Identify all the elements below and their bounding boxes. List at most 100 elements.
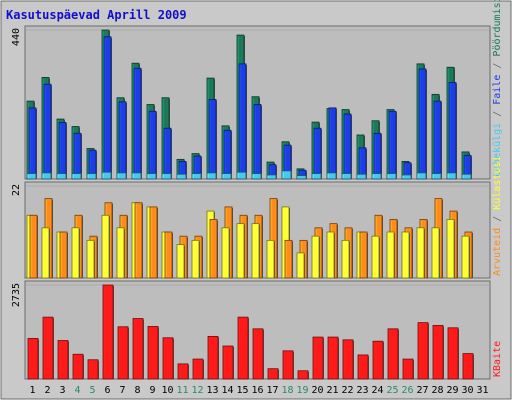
bar-body — [57, 340, 69, 380]
bar-body — [86, 173, 97, 180]
bar-KBaite-12 — [192, 358, 204, 380]
bar-Külastusi-19 — [296, 252, 305, 279]
side-label-bottom: KBaite — [492, 341, 503, 377]
side-label-Külastusi: Külastusi — [492, 156, 503, 210]
bar-body — [117, 326, 129, 380]
bar-body — [326, 231, 335, 279]
bar-body — [401, 231, 410, 279]
bar-body — [462, 353, 474, 380]
side-label-Pöördumisi: Pöördumisi — [492, 0, 503, 57]
bar-KBaite-9 — [147, 326, 159, 380]
bar-Külastusi-21 — [326, 231, 335, 279]
bar-KBaite-20 — [312, 336, 324, 380]
bar-Arvuteid-3 — [59, 231, 68, 279]
bar-KBaite-22 — [342, 339, 354, 380]
x-tick-label-11: 11 — [176, 385, 188, 396]
x-tick-label-10: 10 — [161, 385, 173, 396]
bar-KBaite-28 — [432, 324, 444, 380]
bar-Faile-13 — [208, 99, 217, 180]
x-tick-label-1: 1 — [29, 385, 35, 396]
bar-KBaite-24 — [372, 340, 384, 380]
bar-Lehekülgi-30 — [461, 173, 472, 180]
bar-Külastusi-5 — [86, 239, 95, 279]
bar-Külastusi-29 — [446, 219, 455, 279]
bar-body — [359, 231, 368, 279]
bar-body — [371, 235, 380, 279]
bar-body — [416, 227, 425, 279]
bar-body — [29, 214, 38, 279]
bar-Lehekülgi-3 — [56, 173, 67, 180]
bar-body — [131, 172, 142, 180]
bar-body — [282, 350, 294, 380]
bar-body — [251, 173, 262, 180]
bar-Faile-7 — [118, 101, 127, 180]
chart-title: Kasutuspäevad Aprill 2009 — [6, 8, 187, 22]
bar-Lehekülgi-22 — [341, 173, 352, 180]
bar-Külastusi-2 — [41, 227, 50, 279]
bar-Faile-15 — [238, 63, 247, 180]
bar-body — [101, 214, 110, 279]
bar-body — [102, 284, 114, 380]
bar-body — [446, 172, 457, 180]
bar-body — [87, 359, 99, 380]
x-tick-label-8: 8 — [134, 385, 140, 396]
bar-Faile-16 — [253, 104, 262, 180]
bar-body — [71, 227, 80, 279]
bar-Faile-29 — [448, 82, 457, 180]
bar-KBaite-17 — [267, 368, 279, 380]
bar-body — [42, 316, 54, 380]
bar-body — [41, 172, 52, 180]
bar-Faile-9 — [148, 110, 157, 180]
x-tick-label-31: 31 — [476, 385, 488, 396]
bar-Lehekülgi-6 — [101, 171, 112, 180]
bar-body — [296, 252, 305, 279]
bar-body — [191, 173, 202, 180]
bar-body — [311, 173, 322, 180]
bar-Külastusi-24 — [371, 235, 380, 279]
bar-body — [387, 328, 399, 380]
bar-body — [207, 335, 219, 380]
bar-body — [284, 239, 293, 279]
bar-KBaite-16 — [252, 328, 264, 380]
bar-KBaite-21 — [327, 336, 339, 380]
bar-Lehekülgi-15 — [236, 171, 247, 180]
bar-Arvuteid-13 — [209, 219, 218, 279]
bar-Faile-24 — [373, 132, 382, 180]
bar-body — [296, 175, 307, 180]
x-tick-label-28: 28 — [431, 385, 443, 396]
bar-Arvuteid-10 — [164, 231, 173, 279]
bar-Külastusi-11 — [176, 244, 185, 279]
bar-Külastusi-25 — [386, 231, 395, 279]
bar-KBaite-25 — [387, 328, 399, 380]
bar-body — [221, 227, 230, 279]
bar-body — [326, 172, 337, 180]
bar-body — [386, 231, 395, 279]
bar-body — [192, 358, 204, 380]
bar-body — [164, 231, 173, 279]
bar-body — [401, 174, 412, 180]
bar-body — [432, 324, 444, 380]
bar-Faile-2 — [43, 83, 52, 180]
x-tick-label-27: 27 — [416, 385, 428, 396]
bar-body — [341, 239, 350, 279]
bar-Lehekülgi-4 — [71, 173, 82, 180]
bar-Külastusi-4 — [71, 227, 80, 279]
side-label-top: Lehekülgi / Faile / Pöördumisi — [492, 0, 503, 177]
bar-Lehekülgi-28 — [431, 173, 442, 180]
bar-KBaite-19 — [297, 370, 309, 380]
x-tick-label-30: 30 — [461, 385, 473, 396]
bar-body — [446, 219, 455, 279]
bar-KBaite-8 — [132, 318, 144, 380]
bar-body — [209, 219, 218, 279]
x-tick-label-24: 24 — [371, 385, 383, 396]
bar-body — [147, 326, 159, 380]
bar-body — [251, 223, 260, 279]
bar-KBaite-13 — [207, 335, 219, 380]
bar-Lehekülgi-19 — [296, 175, 307, 180]
x-tick-label-20: 20 — [311, 385, 323, 396]
x-tick-label-18: 18 — [281, 385, 293, 396]
bar-body — [417, 322, 429, 380]
side-label-Arvuteid: Arvuteid — [492, 228, 503, 276]
